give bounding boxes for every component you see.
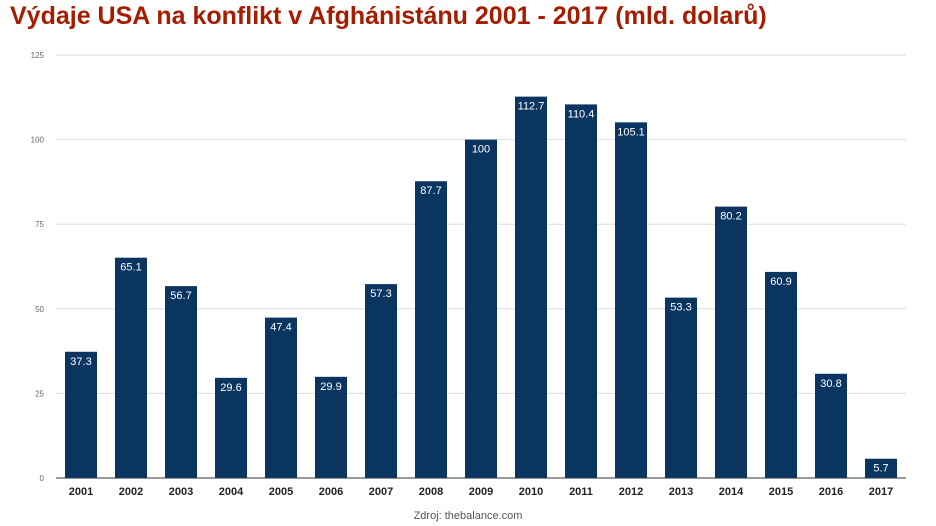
bar bbox=[815, 373, 847, 478]
bar bbox=[665, 297, 697, 478]
bar bbox=[165, 286, 197, 478]
data-label: 65.1 bbox=[120, 262, 141, 274]
y-tick-label: 25 bbox=[35, 389, 44, 398]
y-tick-label: 75 bbox=[35, 220, 44, 229]
bar bbox=[215, 377, 247, 478]
x-tick-label: 2016 bbox=[819, 486, 843, 498]
data-label: 112.7 bbox=[518, 101, 545, 113]
x-tick-label: 2013 bbox=[669, 486, 693, 498]
bar bbox=[265, 317, 297, 478]
bar bbox=[715, 206, 747, 478]
x-tick-label: 2011 bbox=[569, 486, 593, 498]
bar bbox=[65, 351, 97, 478]
bar bbox=[565, 104, 597, 478]
y-tick-label: 50 bbox=[35, 305, 44, 314]
y-tick-label: 0 bbox=[40, 474, 45, 483]
data-label: 105.1 bbox=[617, 126, 645, 138]
bar bbox=[115, 257, 147, 478]
data-label: 30.8 bbox=[820, 378, 841, 390]
data-label: 60.9 bbox=[770, 276, 791, 288]
data-label: 80.2 bbox=[720, 211, 741, 223]
bar bbox=[415, 181, 447, 478]
chart-title: Výdaje USA na konflikt v Afghánistánu 20… bbox=[10, 2, 767, 30]
bar bbox=[365, 284, 397, 478]
bar bbox=[765, 271, 797, 478]
bar bbox=[865, 458, 897, 478]
x-tick-label: 2017 bbox=[869, 486, 893, 498]
source-note: Zdroj: thebalance.com bbox=[413, 510, 523, 522]
bars bbox=[65, 96, 897, 478]
data-label: 29.9 bbox=[320, 381, 341, 393]
bar bbox=[515, 96, 547, 478]
x-tick-label: 2006 bbox=[319, 486, 343, 498]
y-axis-ticks: 0 25 50 75 100 125 bbox=[31, 51, 45, 483]
x-tick-label: 2012 bbox=[619, 486, 643, 498]
x-tick-label: 2007 bbox=[369, 486, 393, 498]
data-labels: 37.3 65.1 56.7 29.6 47.4 29.9 57.3 87.7 100 112.7… bbox=[70, 101, 888, 475]
bar bbox=[465, 139, 497, 478]
bar bbox=[615, 122, 647, 478]
y-tick-label: 125 bbox=[31, 51, 45, 60]
x-tick-label: 2005 bbox=[269, 486, 293, 498]
x-axis-ticks: 2001 2002 2003 2004 2005 2006 2007 2008 2009 2010… bbox=[69, 486, 893, 498]
x-tick-label: 2008 bbox=[419, 486, 443, 498]
data-label: 57.3 bbox=[370, 288, 391, 300]
data-label: 87.7 bbox=[420, 185, 441, 197]
x-tick-label: 2002 bbox=[119, 486, 143, 498]
data-label: 47.4 bbox=[270, 322, 291, 334]
bar bbox=[315, 376, 347, 478]
data-label: 37.3 bbox=[70, 356, 91, 368]
x-tick-label: 2004 bbox=[219, 486, 244, 498]
data-label: 110.4 bbox=[568, 108, 595, 120]
data-label: 5.7 bbox=[873, 463, 888, 475]
x-tick-label: 2009 bbox=[469, 486, 493, 498]
data-label: 29.6 bbox=[220, 382, 241, 394]
x-tick-label: 2010 bbox=[519, 486, 543, 498]
y-tick-label: 100 bbox=[31, 136, 45, 145]
x-tick-label: 2003 bbox=[169, 486, 193, 498]
x-tick-label: 2001 bbox=[69, 486, 93, 498]
x-tick-label: 2015 bbox=[769, 486, 793, 498]
data-label: 56.7 bbox=[170, 290, 191, 302]
x-tick-label: 2014 bbox=[719, 486, 744, 498]
data-label: 53.3 bbox=[670, 302, 691, 314]
data-label: 100 bbox=[472, 144, 490, 156]
